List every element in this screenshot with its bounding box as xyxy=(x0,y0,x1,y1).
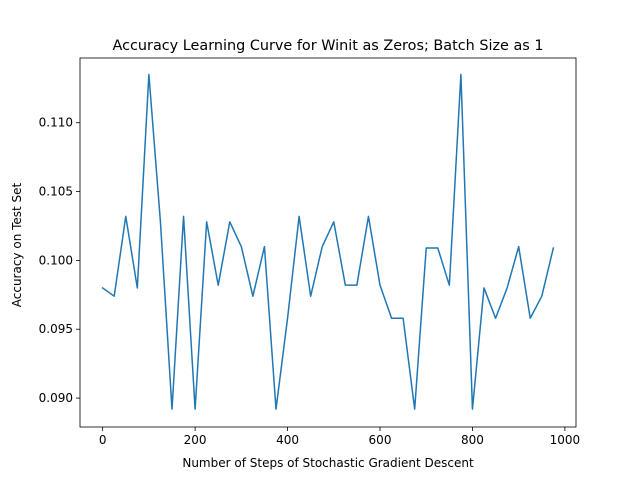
x-tick-label: 600 xyxy=(369,433,392,447)
x-axis-ticks: 0 200 400 600 800 1000 xyxy=(99,427,580,447)
x-tick-label: 200 xyxy=(184,433,207,447)
x-tick-label: 800 xyxy=(461,433,484,447)
x-axis-label: Number of Steps of Stochastic Gradient D… xyxy=(182,456,474,470)
y-tick-label: 0.090 xyxy=(39,391,73,405)
y-tick-label: 0.100 xyxy=(39,253,73,267)
x-tick-label: 400 xyxy=(276,433,299,447)
y-tick-label: 0.110 xyxy=(39,116,73,130)
x-tick-label: 1000 xyxy=(550,433,581,447)
plot-area xyxy=(101,73,555,410)
y-tick-label: 0.095 xyxy=(39,322,73,336)
chart-title: Accuracy Learning Curve for Winit as Zer… xyxy=(113,38,544,54)
x-tick-label: 0 xyxy=(99,433,107,447)
y-tick-label: 0.105 xyxy=(39,185,73,199)
y-axis-ticks: 0.090 0.095 0.100 0.105 0.110 xyxy=(39,116,80,405)
axes-frame xyxy=(79,57,577,428)
accuracy-series-line xyxy=(101,73,555,410)
y-axis-label: Accuracy on Test Set xyxy=(10,182,24,307)
